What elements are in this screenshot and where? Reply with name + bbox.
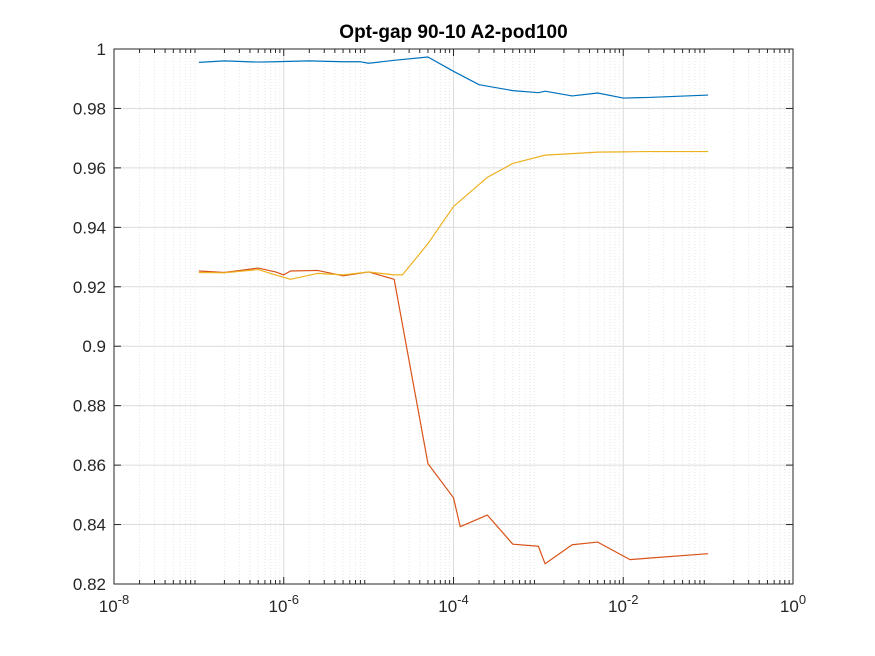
series-line-2 — [198, 267, 709, 565]
series-line-1 — [198, 56, 709, 99]
y-axis-tick-labels: 0.82 0.84 0.86 0.88 0.9 0.92 0.94 0.96 0.98 1 — [73, 40, 106, 594]
y-tick-label: 0.82 — [73, 575, 106, 594]
x-tick-label: 10-4 — [438, 592, 468, 616]
y-tick-label: 0.88 — [73, 397, 106, 416]
y-tick-label: 0.94 — [73, 218, 106, 237]
y-tick-label: 0.92 — [73, 278, 106, 297]
x-tick-label: 100 — [780, 592, 806, 616]
y-tick-label: 0.86 — [73, 456, 106, 475]
minor-grid — [139, 49, 790, 584]
series-line-3 — [198, 150, 709, 280]
series-layer — [198, 56, 709, 565]
major-grid — [113, 48, 794, 585]
y-tick-label: 0.84 — [73, 516, 106, 535]
x-axis-tick-labels: 10-8 10-6 10-4 10-2 100 — [99, 592, 806, 616]
chart-title: Opt-gap 90-10 A2-pod100 — [339, 22, 567, 43]
y-tick-label: 0.96 — [73, 159, 106, 178]
x-tick-label: 10-8 — [99, 592, 129, 616]
ticks-layer — [113, 48, 794, 585]
y-tick-label: 0.98 — [73, 99, 106, 118]
y-tick-label: 0.9 — [82, 337, 106, 356]
y-tick-label: 1 — [97, 40, 106, 59]
x-tick-label: 10-2 — [608, 592, 638, 616]
x-tick-label: 10-6 — [269, 592, 299, 616]
